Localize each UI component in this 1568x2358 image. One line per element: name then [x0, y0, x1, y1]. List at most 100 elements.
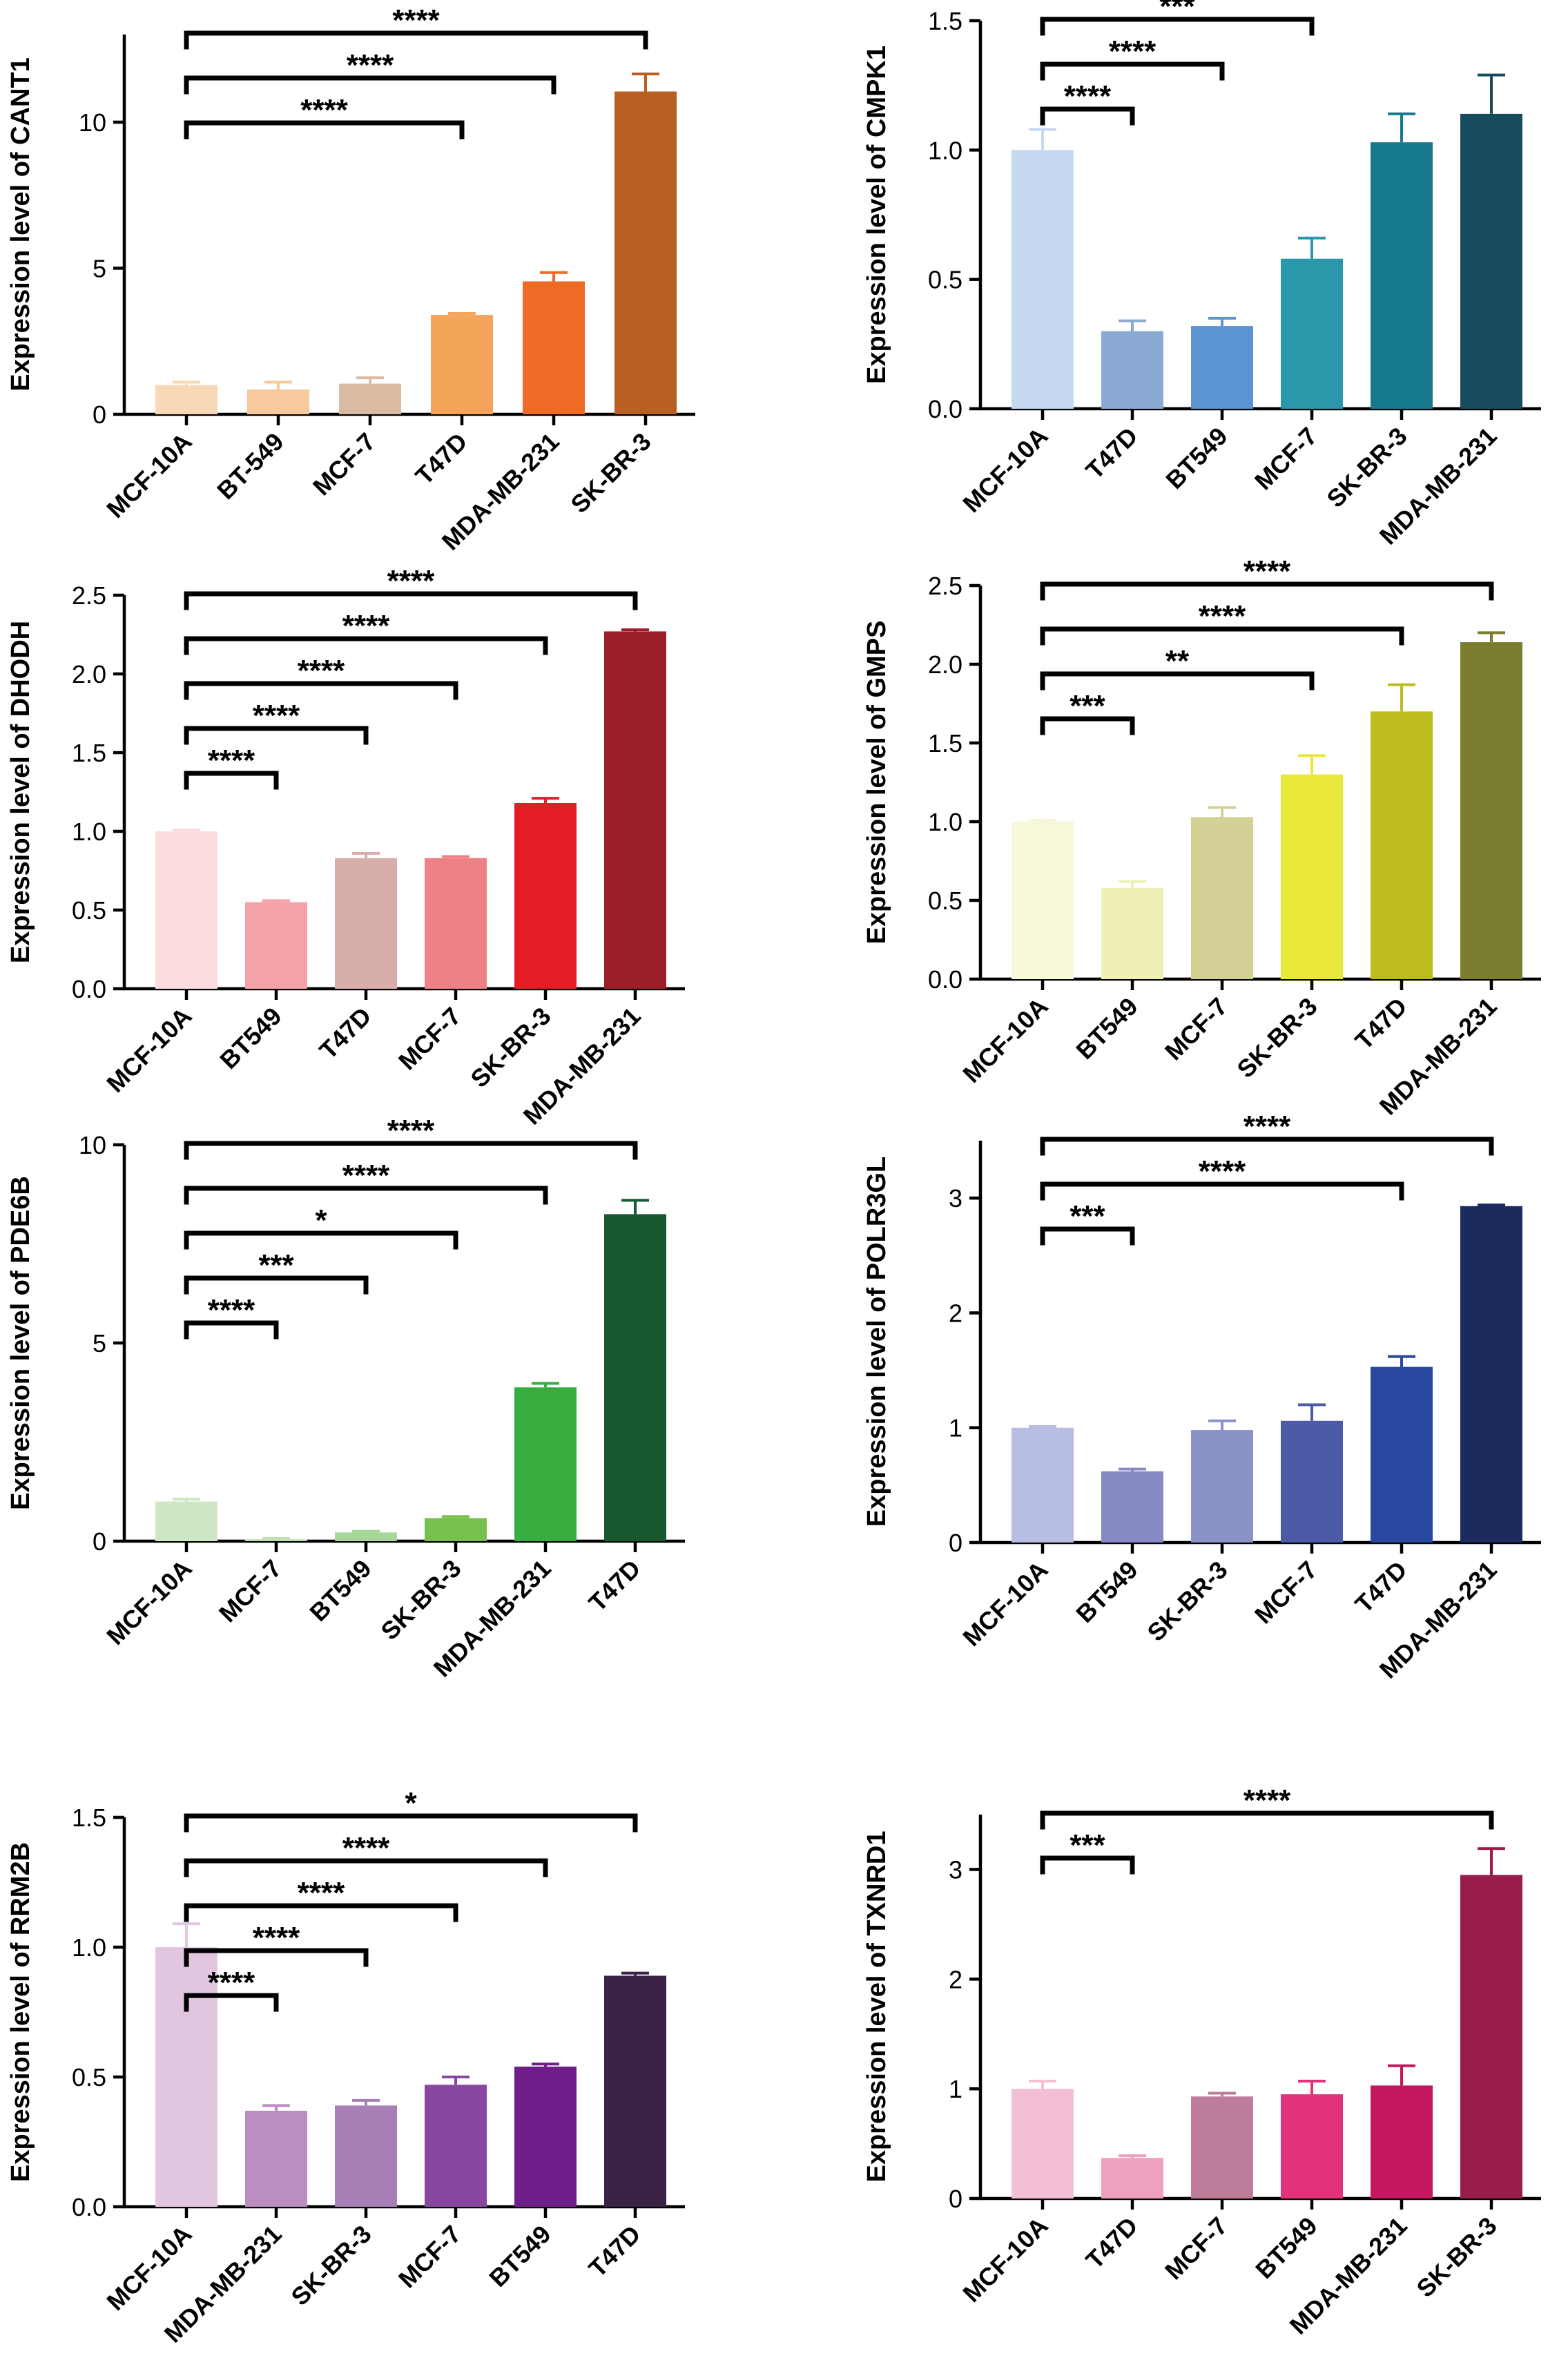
y-tick-label: 3 [949, 1855, 962, 1884]
y-tick-label: 5 [93, 254, 106, 282]
y-tick-label: 1.0 [928, 808, 962, 836]
y-tick-label: 1.5 [72, 739, 106, 767]
bar-mda-mb-231 [1460, 1206, 1522, 1543]
panel-pde6b: 0 5 10 Expression level of PDE6B MCF-10A MCF-… [6, 1114, 685, 1683]
x-tick-label: MCF-7 [307, 427, 381, 501]
significance-bracket [184, 1230, 458, 1250]
x-tick-label: MCF-10A [957, 992, 1053, 1088]
bar-mcf-10a [1012, 822, 1074, 979]
x-tick-label: SK-BR-3 [375, 1554, 466, 1645]
bar-mcf-7 [339, 383, 401, 414]
significance-bracket [1040, 671, 1315, 690]
significance-label: **** [253, 699, 300, 733]
bar-mcf-10a [155, 1501, 217, 1541]
significance-bracket [184, 1948, 369, 1967]
bar-mcf-10a [1012, 1427, 1074, 1543]
panel-cant1: 0 5 10 Expression level of CANT1 MCF-10A BT-5… [6, 3, 695, 556]
panel-gmps: 0.0 0.5 1.0 1.5 2.0 2.5 Expression level of GM… [862, 554, 1541, 1121]
significance-label: **** [300, 93, 348, 127]
significance-label: **** [208, 1293, 255, 1327]
bar-mcf-7 [1191, 817, 1253, 979]
significance-bracket [1040, 1181, 1404, 1201]
y-tick-label: 1.5 [72, 1804, 106, 1832]
x-tick-label: MCF-7 [393, 1002, 467, 1076]
y-tick-label: 1.0 [72, 818, 106, 846]
significance-bracket [1040, 1226, 1135, 1246]
x-tick-label: BT549 [1070, 992, 1143, 1065]
significance-label: **** [387, 564, 435, 598]
bar-t47d [604, 1214, 666, 1541]
y-tick-label: 0.0 [928, 965, 962, 994]
x-tick-label: T47D [583, 1554, 646, 1617]
bar-t47d [1371, 1366, 1433, 1543]
bar-mcf-7 [425, 2085, 487, 2207]
bar-mcf-7 [425, 858, 487, 989]
y-tick-label: 2.5 [928, 572, 962, 600]
bar-bt-549 [247, 389, 309, 414]
significance-bracket [184, 771, 279, 790]
bar-mcf-10a [1012, 2089, 1074, 2198]
x-tick-label: SK-BR-3 [285, 2220, 376, 2311]
bar-mcf-10a [155, 1947, 217, 2207]
significance-bracket [1040, 1855, 1135, 1875]
x-tick-label: MCF-10A [101, 1002, 197, 1098]
significance-bracket [184, 1141, 638, 1160]
significance-label: **** [392, 3, 440, 37]
significance-bracket [184, 1993, 279, 2012]
bar-sk-br-3 [335, 2105, 397, 2207]
y-axis-title: Expression level of POLR3GL [862, 1157, 891, 1527]
y-tick-label: 0.5 [72, 896, 106, 925]
bar-mda-mb-231 [514, 1387, 577, 1541]
x-tick-label: MCF-10A [957, 2212, 1053, 2308]
x-tick-label: BT549 [214, 1002, 287, 1074]
x-tick-label: SK-BR-3 [1141, 1556, 1232, 1647]
y-tick-label: 0.0 [72, 975, 106, 1003]
significance-label: **** [253, 1921, 300, 1955]
bar-bt549 [1101, 887, 1163, 979]
x-tick-label: SK-BR-3 [465, 1002, 556, 1093]
bar-bt549 [245, 902, 307, 989]
significance-bracket [184, 1903, 458, 1922]
significance-label: * [315, 1204, 327, 1237]
significance-label: *** [1069, 1199, 1105, 1233]
x-tick-label: SK-BR-3 [1321, 422, 1412, 513]
significance-label: *** [1159, 0, 1195, 23]
significance-bracket [184, 591, 638, 610]
bar-mcf-7 [1281, 1420, 1343, 1543]
y-tick-label: 0.0 [72, 2193, 106, 2221]
significance-label: **** [1243, 1110, 1291, 1143]
x-tick-label: T47D [1080, 2212, 1143, 2274]
significance-label: **** [1064, 79, 1112, 113]
bar-mcf-7 [245, 1539, 307, 1541]
bar-mcf-7 [1191, 2096, 1253, 2198]
y-tick-label: 1 [949, 2075, 962, 2103]
x-tick-label: T47D [1349, 1556, 1412, 1618]
y-tick-label: 0 [93, 400, 106, 429]
x-tick-label: SK-BR-3 [565, 427, 656, 519]
significance-bracket [1040, 581, 1494, 601]
significance-label: **** [387, 1114, 435, 1148]
y-tick-label: 0 [949, 2185, 962, 2213]
bar-sk-br-3 [425, 1518, 487, 1541]
y-axis-title: Expression level of RRM2B [6, 1842, 35, 2182]
significance-label: *** [1069, 1828, 1105, 1862]
significance-bracket [1040, 626, 1404, 646]
bar-mcf-10a [1012, 150, 1074, 409]
y-tick-label: 2.0 [72, 660, 106, 688]
y-tick-label: 2 [949, 1299, 962, 1327]
x-tick-label: MCF-7 [213, 1554, 287, 1628]
significance-label: **** [342, 1831, 390, 1865]
significance-bracket [184, 1858, 548, 1877]
y-tick-label: 2.0 [928, 650, 962, 679]
bar-sk-br-3 [1281, 774, 1343, 979]
y-axis-title: Expression level of TXNRD1 [862, 1831, 891, 2183]
y-tick-label: 1.5 [928, 729, 962, 757]
y-tick-label: 5 [93, 1329, 106, 1357]
y-tick-label: 1 [949, 1414, 962, 1442]
bar-sk-br-3 [514, 802, 577, 989]
bar-bt549 [1191, 326, 1253, 409]
bar-mda-mb-231 [1460, 642, 1522, 979]
x-tick-label: MCF-7 [1159, 2212, 1233, 2285]
y-tick-label: 1.0 [72, 1933, 106, 1962]
bar-t47d [1101, 2158, 1163, 2198]
